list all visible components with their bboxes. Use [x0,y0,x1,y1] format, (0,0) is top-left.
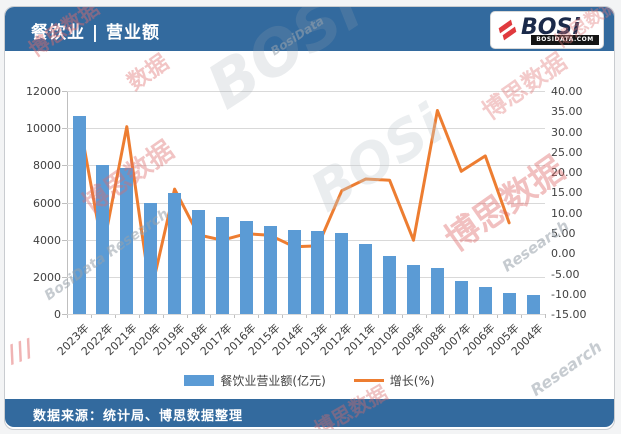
y-axis-label-right: -5.00 [551,267,580,281]
axis-tick [282,314,284,318]
axis-tick [449,314,451,318]
axis-tick [521,314,523,318]
axis-tick [186,314,188,318]
bar [287,230,301,314]
bar [263,225,277,314]
bar [502,292,516,314]
axis-tick [62,128,67,130]
bar [120,168,134,314]
bar [96,165,110,314]
y-axis-label-right: 20.00 [551,166,583,180]
gridline [67,314,545,315]
axis-tick [138,314,140,318]
axis-tick [545,314,546,318]
y-axis-label-right: 25.00 [551,145,583,159]
logo-domain-text: BOSIDATA.COM [531,35,599,45]
legend-item-growth: 增长(%) [353,372,435,389]
axis-tick [425,314,427,318]
bar [526,294,540,314]
bar [144,203,158,314]
axis-tick [62,202,67,204]
axis-tick [62,91,67,92]
legend-line-swatch-icon [353,378,384,382]
axis-tick [62,165,67,167]
axis-tick [67,314,68,318]
axis-tick [62,276,67,278]
title-bar: 餐饮业 | 营业额 BOSi BOSIDATA.COM [5,7,614,51]
y-axis-label-right: 0.00 [551,247,576,261]
y-axis-label-right: 15.00 [551,186,583,200]
y-axis-label-left: 0 [54,308,61,321]
y-axis-label-left: 12000 [26,85,61,98]
axis-tick [162,314,164,318]
axis-tick [473,314,475,318]
axis-tick [114,314,116,318]
axis-tick [377,314,379,318]
axis-tick [234,314,236,318]
bar [311,231,325,314]
page-title: 餐饮业 | 营业额 [31,23,161,43]
gridline [67,165,545,167]
y-axis-label-left: 10000 [26,122,61,136]
y-axis-label-left: 8000 [33,159,61,173]
y-axis-label-right: -10.00 [551,287,587,301]
axis-tick [62,314,67,315]
gridline [67,128,545,130]
bar [239,221,253,314]
data-source-text: 数据来源：统计局、博思数据整理 [33,409,244,424]
bar [383,256,397,314]
bar [191,209,205,314]
bosi-logo: BOSi BOSIDATA.COM [490,11,604,49]
gridline [67,91,545,92]
bar [215,217,229,314]
bar [430,267,444,314]
gridline [67,202,545,204]
y-axis-label-right: 35.00 [551,105,583,119]
y-axis-label-right: 5.00 [551,226,576,240]
bar [168,193,182,314]
y-axis-label-left: 6000 [33,196,61,210]
axis-tick [306,314,307,318]
bar [478,287,492,314]
footer-bar: 数据来源：统计局、博思数据整理 [5,399,614,427]
chart-card: 餐饮业 | 营业额 BOSi BOSIDATA.COM 0 2000 4000 600… [4,6,615,430]
y-axis-label-right: 40.00 [551,85,583,98]
axis-tick [401,314,403,318]
axis-tick [497,314,499,318]
gridline [67,276,545,278]
axis-tick [258,314,260,318]
y-axis-label-left: 4000 [33,233,61,247]
axis-tick [90,314,92,318]
y-axis-label-right: 10.00 [551,206,583,220]
axis-tick [62,239,67,241]
axis-tick [329,314,331,318]
bar [335,233,349,314]
chart-legend: 餐饮业营业额(亿元) 增长(%) [5,371,614,389]
y-axis-label-left: 2000 [33,270,61,284]
y-axis-label-right: -15.00 [551,308,587,321]
legend-revenue-label: 餐饮业营业额(亿元) [220,373,326,388]
gridline [67,239,545,241]
y-axis-label-right: 30.00 [551,125,583,139]
axis-tick [210,314,212,318]
bar [454,280,468,314]
chart-plot-area: 0 2000 4000 6000 8000 10000 12000 40.00 35.00 30.… [5,7,614,429]
legend-item-revenue: 餐饮业营业额(亿元) [184,372,326,389]
bar [72,116,86,314]
axis-tick [353,314,355,318]
legend-bar-swatch-icon [184,374,215,386]
legend-growth-label: 增长(%) [389,373,435,388]
bar [359,244,373,314]
bar [407,264,420,314]
